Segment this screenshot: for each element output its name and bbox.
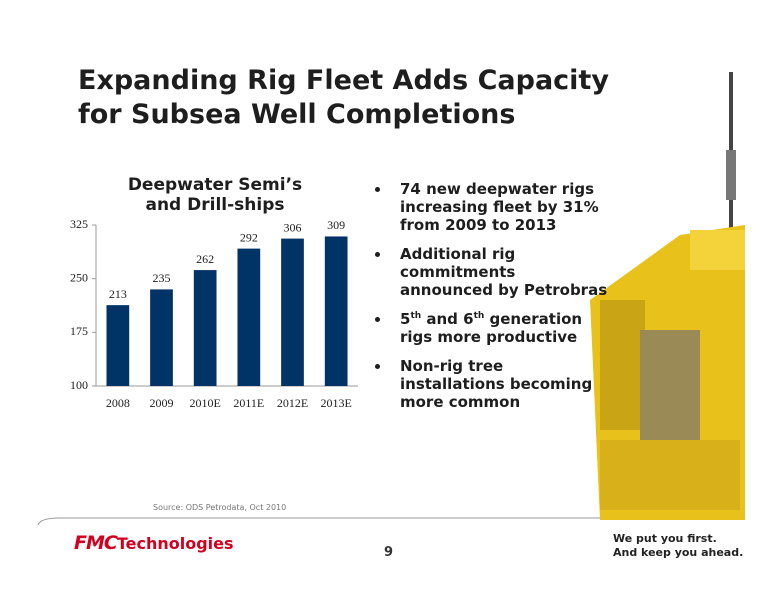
- bar: [324, 236, 348, 386]
- data-label: 262: [196, 252, 214, 266]
- bullet: Additional rig commitments announced by …: [372, 245, 612, 299]
- data-label: 292: [240, 230, 258, 244]
- logo-name: Technologies: [116, 534, 234, 553]
- tagline: We put you first. And keep you ahead.: [613, 532, 743, 560]
- y-tick-label: 325: [70, 217, 88, 231]
- y-tick-label: 100: [70, 378, 88, 392]
- bullet: 74 new deepwater rigs increasing fleet b…: [372, 180, 612, 234]
- x-tick-label: 2013E: [320, 396, 351, 410]
- slide-title: Expanding Rig Fleet Adds Capacity for Su…: [78, 65, 609, 130]
- data-label: 306: [284, 220, 302, 234]
- bullet-text: and 6: [421, 310, 474, 328]
- x-tick-label: 2009: [150, 396, 174, 410]
- bullet-text: th: [410, 311, 422, 321]
- data-label: 309: [327, 218, 345, 232]
- bullet-dot: [375, 187, 380, 192]
- logo: FMCTechnologies: [74, 532, 234, 554]
- footer-line: [37, 517, 600, 526]
- chart-title: Deepwater Semi’s and Drill-ships: [127, 175, 303, 215]
- x-tick-label: 2012E: [277, 396, 308, 410]
- bar: [193, 270, 217, 386]
- bar: [281, 238, 304, 386]
- bar: [106, 305, 130, 386]
- bullet-text: Non-rig tree installations becoming more…: [400, 357, 593, 411]
- page-number: 9: [384, 545, 394, 560]
- bullet: 5th and 6th generation rigs more product…: [372, 310, 612, 346]
- x-tick-label: 2010E: [189, 396, 220, 410]
- bullet: Non-rig tree installations becoming more…: [372, 357, 612, 411]
- data-label: 213: [109, 287, 127, 301]
- tagline-line: We put you first.: [613, 532, 717, 545]
- bullet-dot: [375, 364, 380, 369]
- bar: [237, 248, 261, 386]
- source-note: Source: ODS Petrodata, Oct 2010: [153, 503, 287, 512]
- bullet-list: 74 new deepwater rigs increasing fleet b…: [372, 180, 612, 422]
- logo-mark: FMC: [74, 532, 118, 554]
- equipment-image: ​: [590, 72, 745, 520]
- y-tick-label: 250: [70, 270, 88, 284]
- y-tick-label: 175: [70, 324, 88, 338]
- x-tick-label: 2008: [106, 396, 130, 410]
- bullet-text: 74 new deepwater rigs increasing fleet b…: [400, 180, 599, 234]
- bullet-text: generation rigs more productive: [400, 310, 583, 346]
- tagline-line: And keep you ahead.: [613, 546, 744, 559]
- data-label: 235: [153, 271, 171, 285]
- bullet-text: th: [473, 311, 485, 321]
- bullet-text: 5: [400, 310, 411, 328]
- bar: [150, 289, 173, 386]
- bullet-text: Additional rig commitments announced by …: [400, 245, 608, 299]
- x-tick-label: 2011E: [233, 396, 264, 410]
- bullet-dot: [375, 317, 380, 322]
- bullet-dot: [375, 252, 380, 257]
